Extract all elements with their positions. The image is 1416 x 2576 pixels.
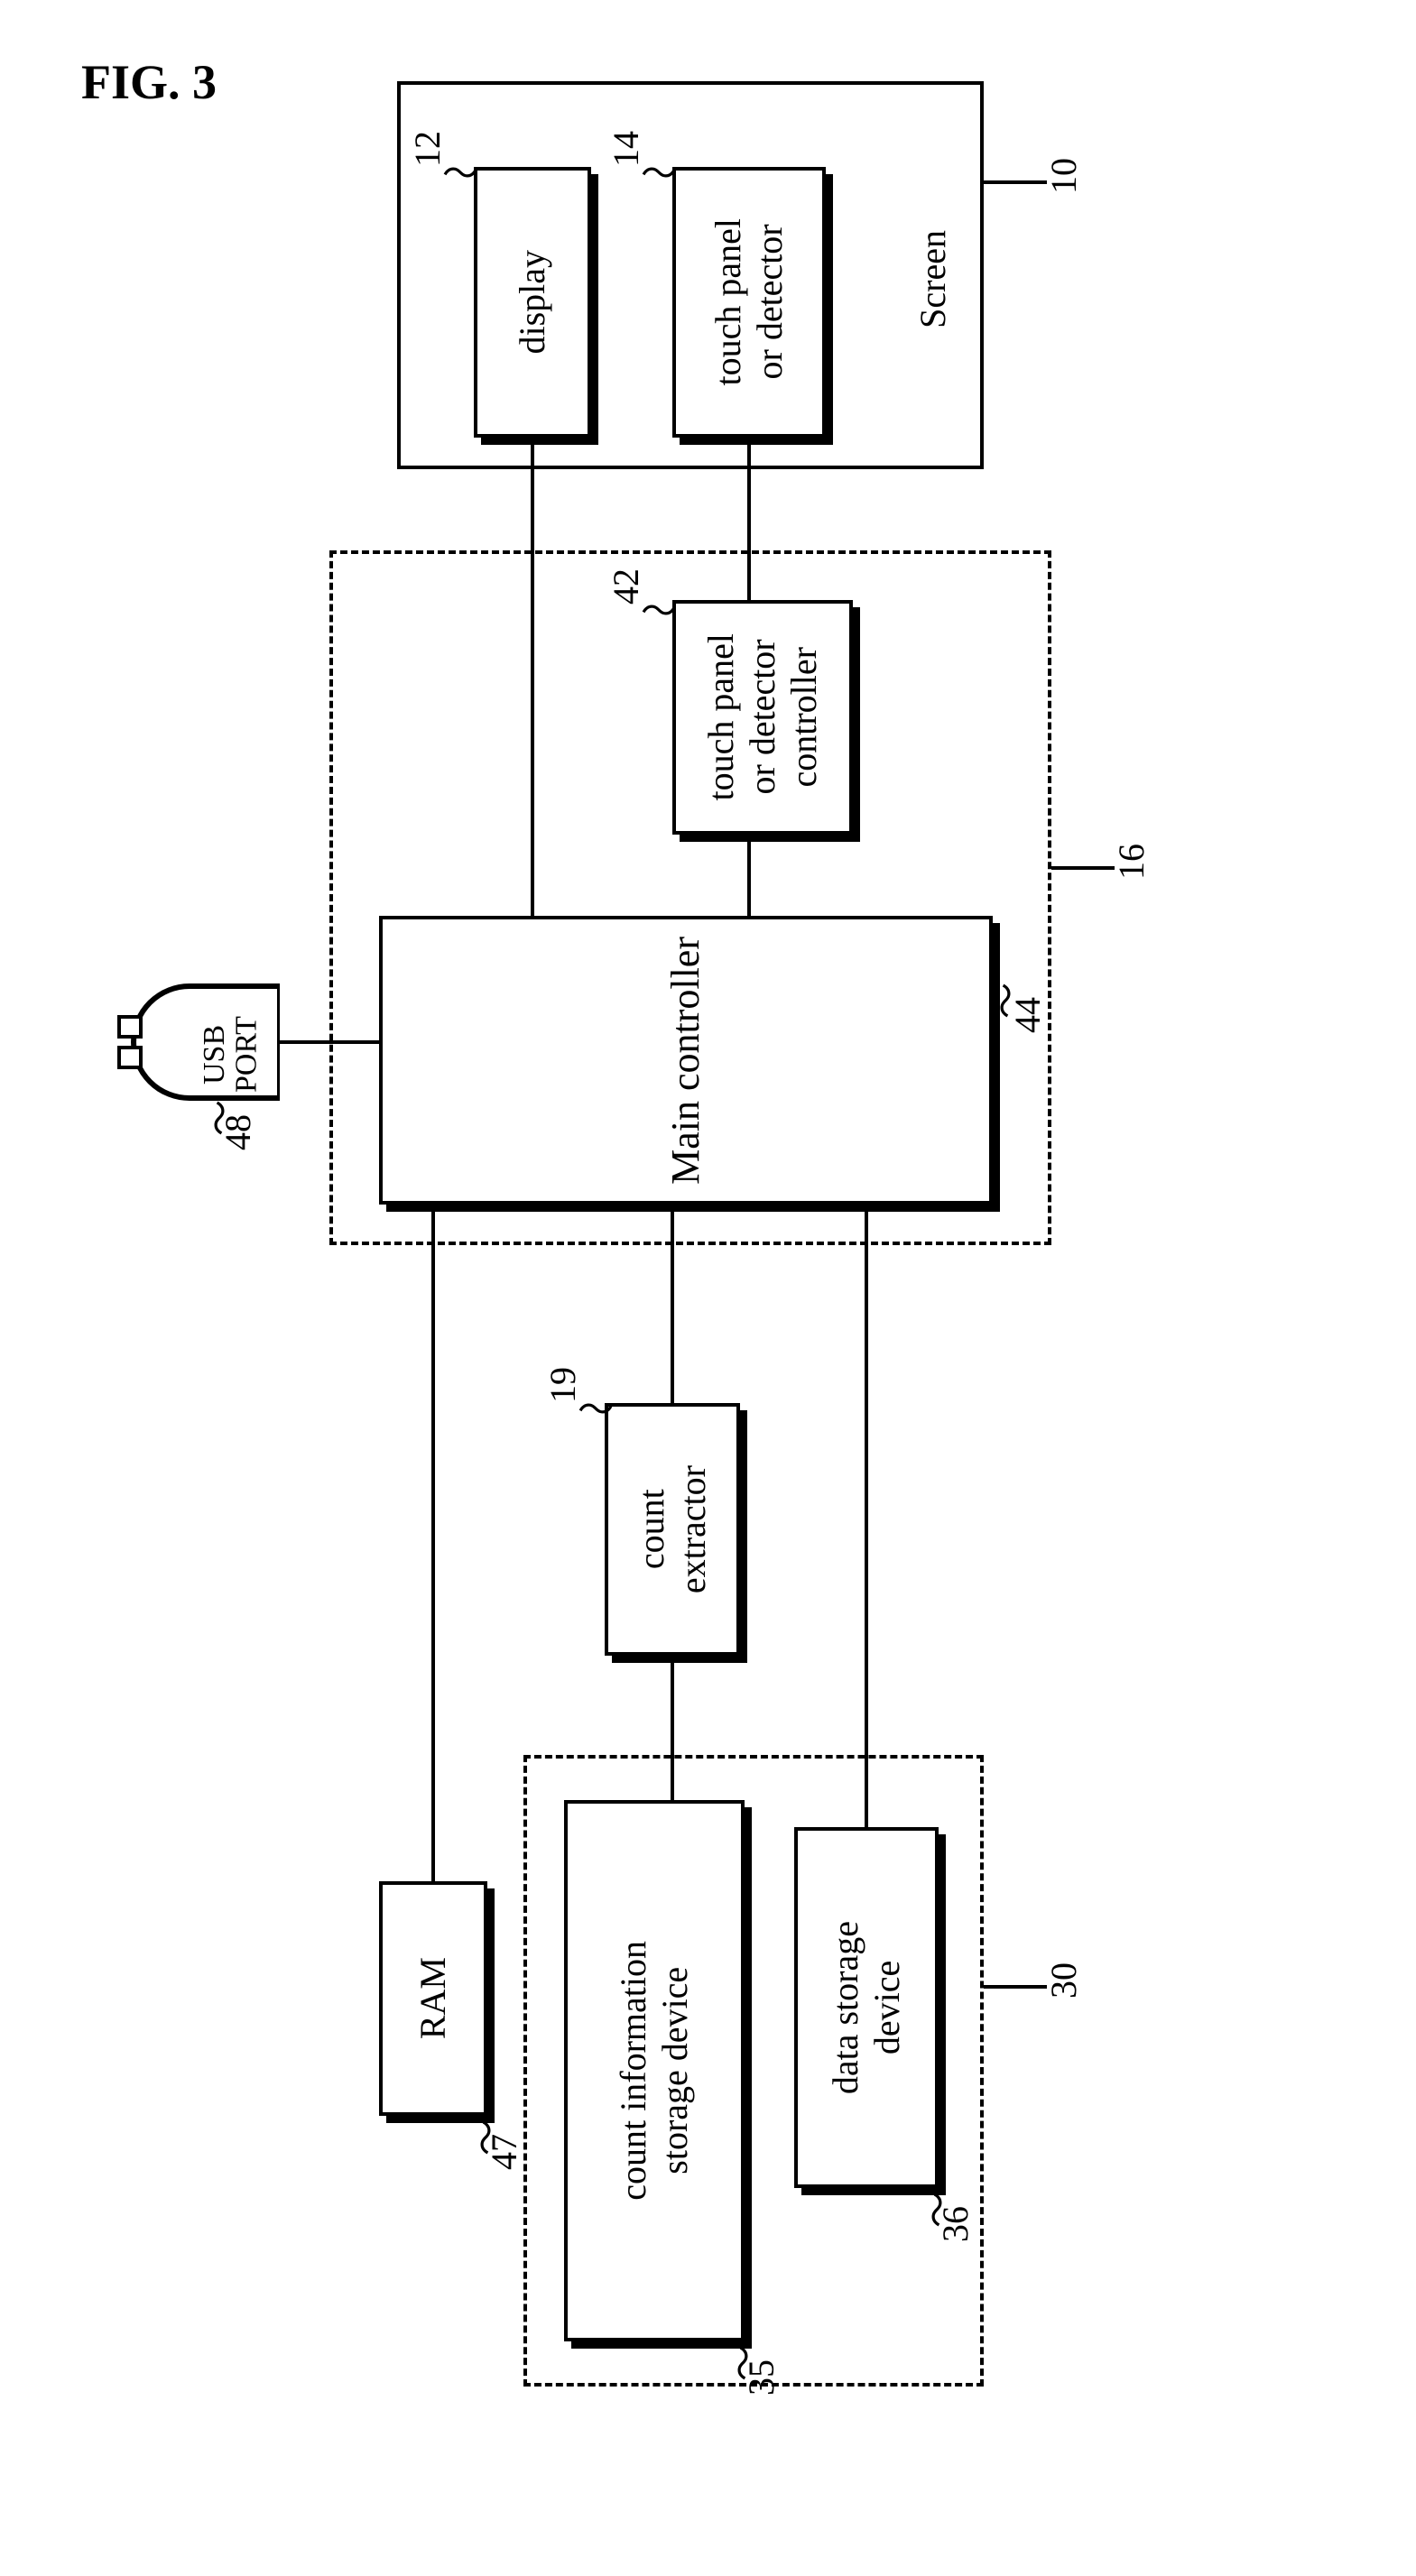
- main-controller-label: Main controller: [663, 937, 709, 1185]
- ref-16: 16: [1110, 844, 1152, 880]
- data-storage-label: data storage device: [825, 1921, 908, 2094]
- connector: [280, 1040, 379, 1044]
- screen-group-label: Screen: [912, 230, 954, 328]
- connector: [531, 445, 534, 916]
- display-label: display: [512, 250, 553, 355]
- ref-36: 36: [934, 2206, 976, 2242]
- ref-30: 30: [1042, 1962, 1085, 1999]
- tp-controller-block: touch panel or detector controller: [672, 600, 853, 835]
- ref-35: 35: [740, 2359, 782, 2396]
- ref-12: 12: [406, 131, 449, 167]
- connector: [747, 445, 751, 600]
- data-storage-block: data storage device: [794, 1827, 939, 2188]
- usb-port-label: USB PORT: [199, 1004, 263, 1105]
- display-block: display: [474, 167, 591, 438]
- count-info-storage-label: count information storage device: [613, 1941, 696, 2201]
- connector: [671, 1663, 674, 1800]
- ref-44: 44: [1006, 997, 1049, 1033]
- connector: [747, 842, 751, 916]
- figure-title: FIG. 3: [81, 54, 217, 110]
- ref-10: 10: [1042, 158, 1085, 194]
- count-info-storage-block: count information storage device: [564, 1800, 745, 2341]
- connector: [865, 1212, 868, 1827]
- figure-stage: FIG. 3 Screen 10 display 〜 12 touch pane…: [0, 0, 1416, 2576]
- ram-block: RAM: [379, 1881, 487, 2116]
- touch-panel-label: touch panel or detector: [708, 218, 791, 386]
- leader-line: [1051, 866, 1115, 870]
- connector: [431, 1212, 435, 1881]
- usb-port: USB PORT: [117, 979, 280, 1105]
- touch-panel-block: touch panel or detector: [672, 167, 826, 438]
- main-controller-block: Main controller: [379, 916, 993, 1205]
- ref-14: 14: [605, 131, 647, 167]
- leader-line: [984, 1985, 1047, 1989]
- connector: [671, 1212, 674, 1403]
- leader-line: [984, 180, 1047, 184]
- tp-controller-label: touch panel or detector controller: [700, 633, 825, 801]
- ref-47: 47: [483, 2134, 525, 2170]
- ref-19: 19: [541, 1367, 584, 1403]
- count-extractor-label: count extractor: [631, 1465, 714, 1593]
- count-extractor-block: count extractor: [605, 1403, 740, 1656]
- ram-label: RAM: [412, 1957, 454, 2039]
- ref-48: 48: [217, 1114, 259, 1150]
- ref-42: 42: [605, 568, 647, 605]
